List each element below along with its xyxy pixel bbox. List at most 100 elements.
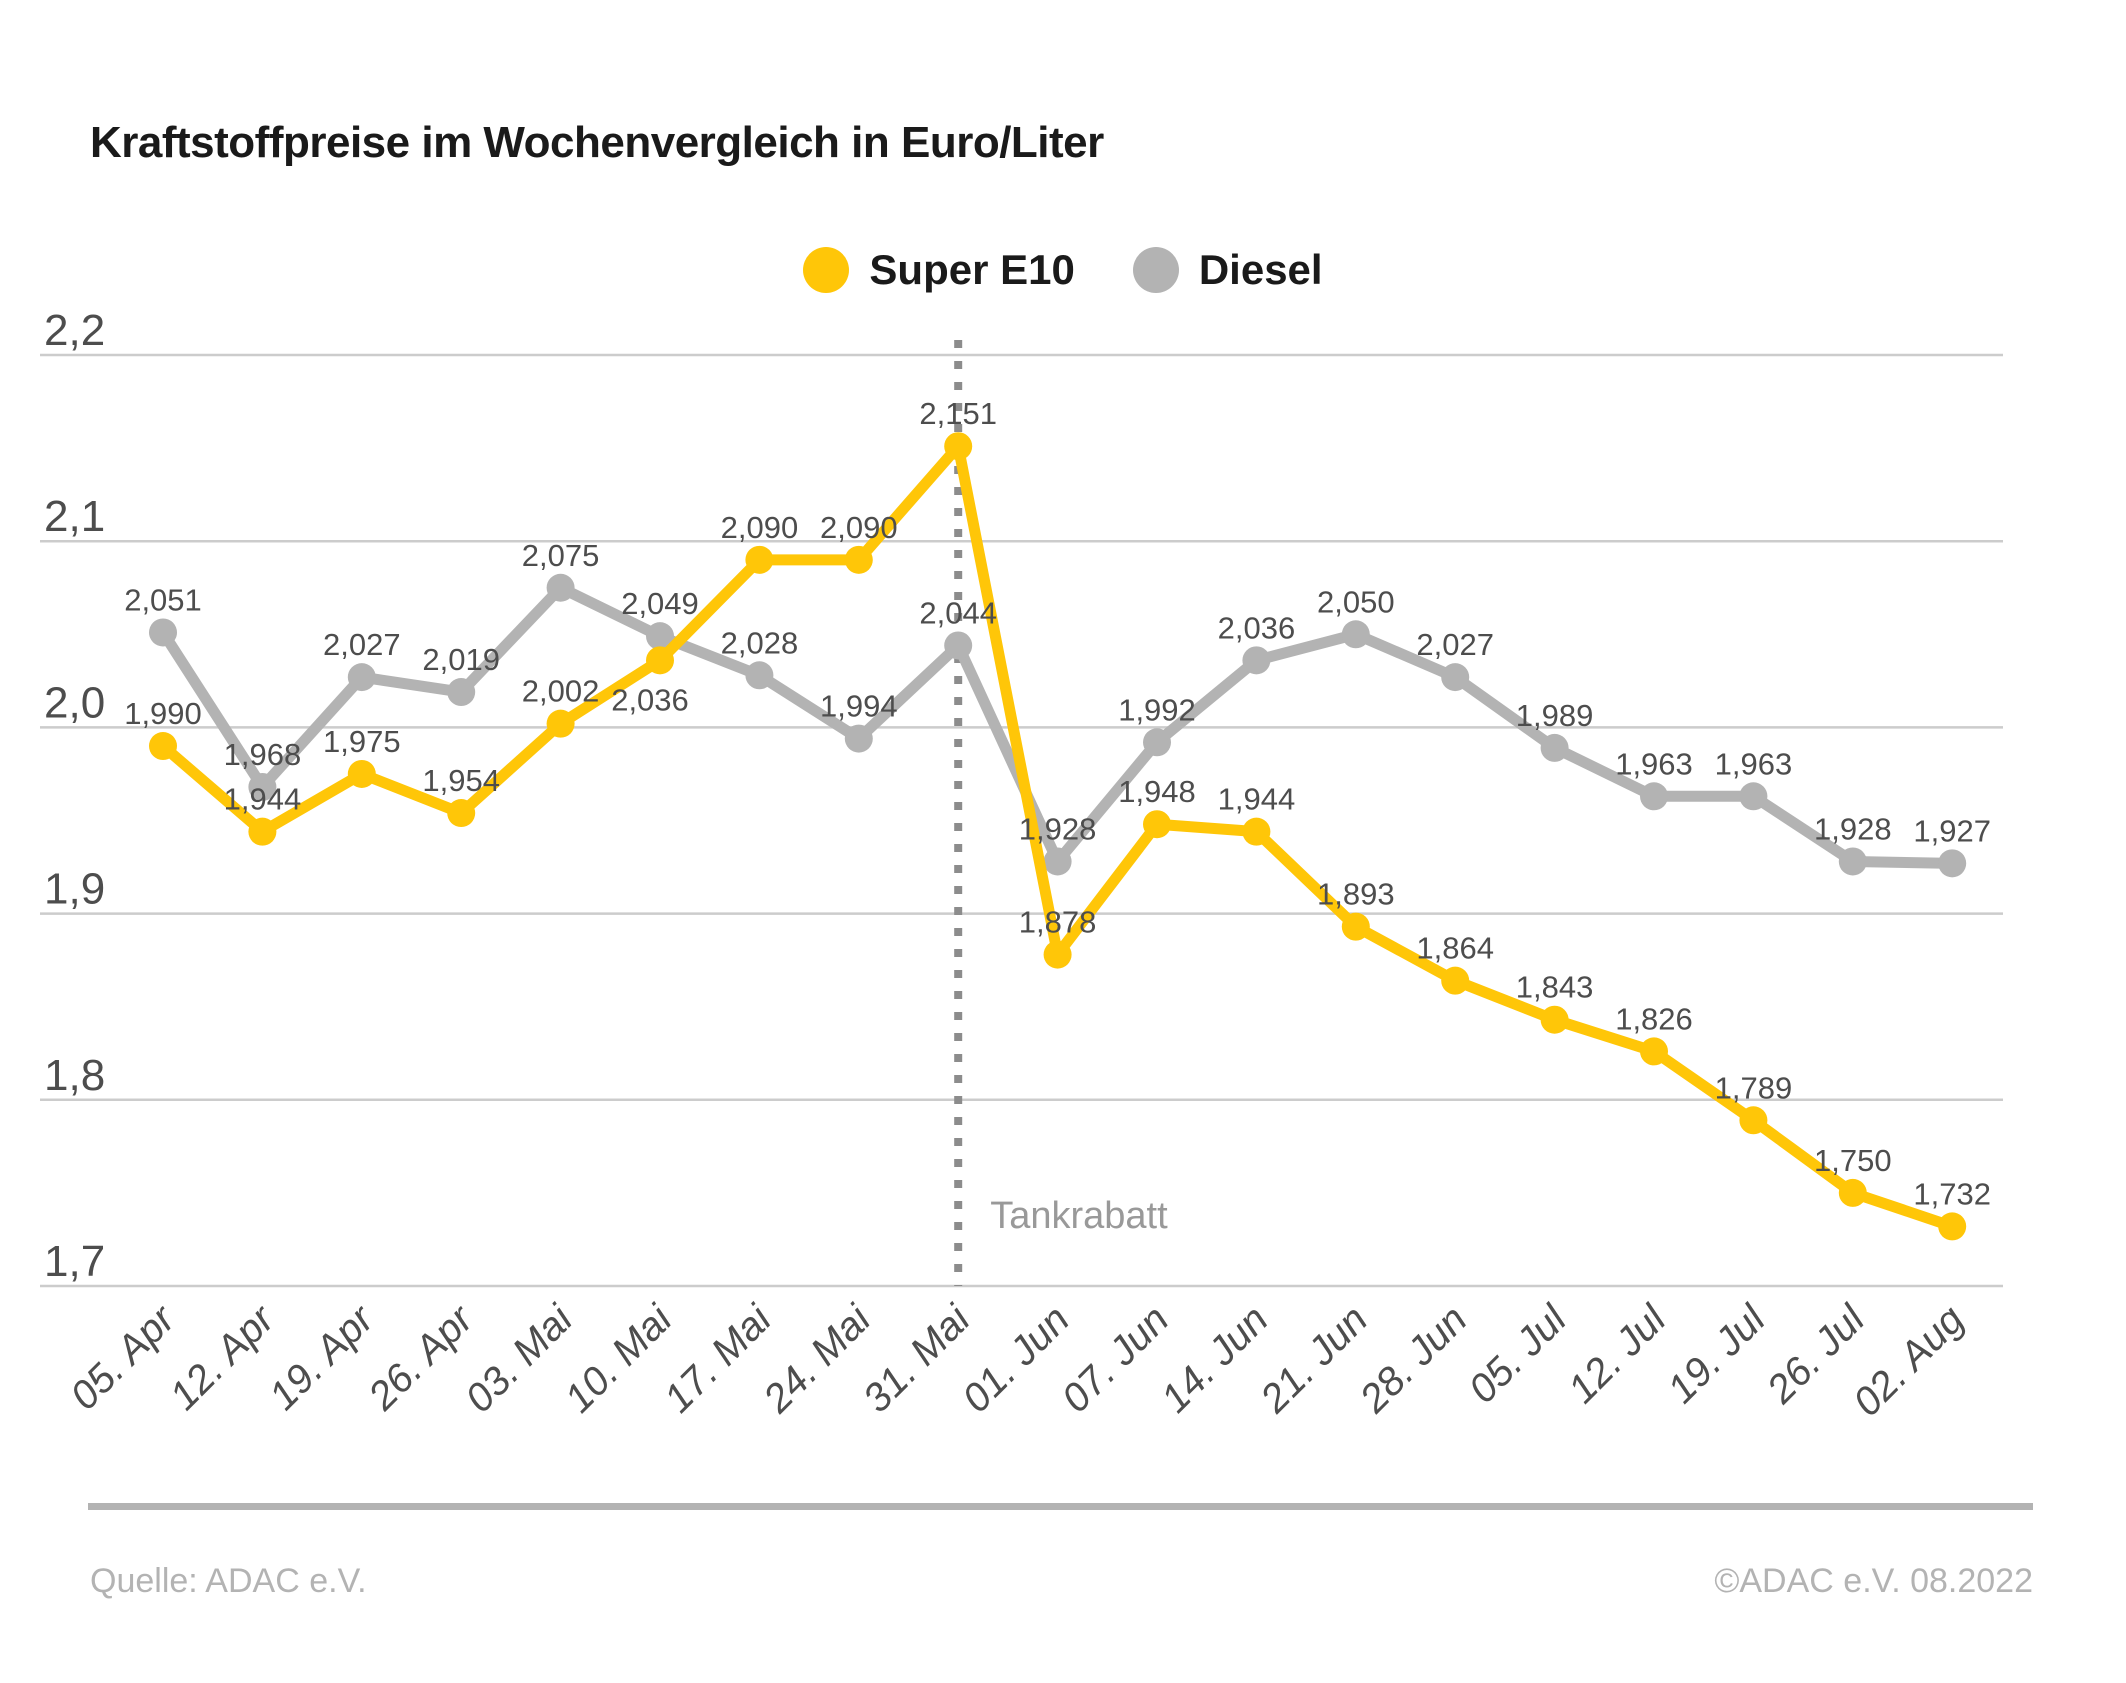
data-point-diesel <box>1739 782 1768 811</box>
footer-divider <box>88 1503 2033 1510</box>
data-point-diesel <box>248 772 277 801</box>
tankrabatt-label: Tankrabatt <box>990 1195 1168 1237</box>
value-label: 1,927 <box>1913 813 1991 848</box>
data-point-super-e10 <box>248 817 277 846</box>
value-label: 2,090 <box>820 510 898 545</box>
legend: Super E10 Diesel <box>0 246 2126 294</box>
value-label: 1,826 <box>1615 1001 1693 1036</box>
value-label: 2,049 <box>621 586 699 621</box>
data-point-diesel <box>1441 663 1470 692</box>
data-point-super-e10 <box>1540 1005 1569 1034</box>
value-label: 2,151 <box>919 396 997 431</box>
x-axis-tick: 03. Mai <box>457 1296 582 1421</box>
value-label: 2,051 <box>124 582 202 617</box>
y-axis-tick: 1,8 <box>44 1051 105 1100</box>
value-label: 1,975 <box>323 724 401 759</box>
value-label: 2,075 <box>522 538 600 573</box>
data-point-super-e10 <box>844 545 873 574</box>
value-label: 1,948 <box>1118 774 1196 809</box>
data-point-super-e10 <box>745 545 774 574</box>
data-point-super-e10 <box>944 432 973 461</box>
data-point-super-e10 <box>447 799 476 828</box>
x-axis-tick: 12. Jul <box>1560 1296 1675 1411</box>
value-label: 1,990 <box>124 696 202 731</box>
x-axis-tick: 21. Jun <box>1252 1297 1377 1422</box>
data-point-super-e10 <box>1441 966 1470 995</box>
value-label: 1,963 <box>1715 746 1793 781</box>
copyright-note: ©ADAC e.V. 08.2022 <box>1714 1562 2033 1600</box>
data-point-diesel <box>1242 646 1271 675</box>
data-point-diesel <box>745 661 774 690</box>
value-label: 2,027 <box>323 627 401 662</box>
data-point-diesel <box>1640 782 1668 811</box>
data-point-diesel <box>1540 733 1569 762</box>
data-point-diesel <box>944 631 973 660</box>
data-point-super-e10 <box>1739 1106 1768 1135</box>
data-point-super-e10 <box>1640 1037 1668 1066</box>
data-point-diesel <box>347 663 376 692</box>
data-point-diesel <box>1043 847 1072 876</box>
value-label: 1,944 <box>1218 782 1296 817</box>
data-point-super-e10 <box>149 732 177 761</box>
super-e10-legend-marker-icon <box>803 247 850 293</box>
x-axis-tick: 07. Jun <box>1053 1297 1177 1421</box>
value-label: 1,928 <box>1019 811 1097 846</box>
value-label: 2,028 <box>721 625 799 660</box>
data-point-diesel <box>546 573 575 602</box>
data-point-super-e10 <box>646 646 674 675</box>
value-label: 2,036 <box>1218 610 1296 645</box>
x-axis-tick: 28. Jun <box>1351 1297 1476 1422</box>
y-axis-tick: 2,1 <box>44 492 105 541</box>
x-axis-tick: 12. Apr <box>162 1296 284 1418</box>
data-point-diesel <box>447 678 476 707</box>
data-point-super-e10 <box>1043 940 1072 969</box>
data-point-super-e10 <box>1143 810 1171 839</box>
value-label: 1,789 <box>1715 1070 1793 1105</box>
y-axis-tick: 2,0 <box>44 678 105 727</box>
value-label: 2,002 <box>522 674 600 709</box>
value-label: 2,036 <box>611 682 689 717</box>
x-axis-tick: 10. Mai <box>556 1296 681 1421</box>
value-label: 1,944 <box>224 782 302 817</box>
value-label: 2,044 <box>919 595 997 630</box>
y-axis-tick: 2,2 <box>44 306 105 355</box>
value-label: 1,750 <box>1814 1143 1892 1178</box>
x-axis-tick: 17. Mai <box>656 1296 781 1421</box>
x-axis-tick: 01. Jun <box>954 1297 1078 1421</box>
data-point-super-e10 <box>1838 1178 1867 1207</box>
data-point-super-e10 <box>1242 817 1271 846</box>
x-axis-tick: 24. Mai <box>755 1296 880 1421</box>
value-label: 1,928 <box>1814 811 1892 846</box>
data-point-super-e10 <box>347 759 376 788</box>
legend-label-super-e10: Super E10 <box>869 246 1075 293</box>
data-point-super-e10 <box>1938 1212 1967 1241</box>
value-label: 1,878 <box>1019 905 1097 940</box>
value-label: 1,954 <box>422 763 500 798</box>
value-label: 1,963 <box>1615 746 1693 781</box>
legend-label-diesel: Diesel <box>1198 246 1323 293</box>
value-label: 2,090 <box>721 510 799 545</box>
data-point-super-e10 <box>1341 912 1370 941</box>
data-point-super-e10 <box>546 709 575 738</box>
x-axis-tick: 19. Jul <box>1659 1296 1774 1411</box>
value-label: 1,994 <box>820 689 898 724</box>
x-axis-tick: 19. Apr <box>261 1296 383 1418</box>
x-axis-tick: 26. Apr <box>360 1296 483 1419</box>
value-label: 2,027 <box>1416 627 1494 662</box>
y-axis-tick: 1,7 <box>44 1237 105 1286</box>
x-axis-tick: 31. Mai <box>855 1296 980 1421</box>
x-axis-tick: 05. Jul <box>1461 1296 1576 1411</box>
value-label: 1,732 <box>1913 1176 1991 1211</box>
data-point-diesel <box>646 622 674 651</box>
data-point-diesel <box>844 724 873 753</box>
value-label: 1,843 <box>1516 970 1594 1005</box>
diesel-legend-marker-icon <box>1132 247 1179 293</box>
data-point-diesel <box>1143 728 1171 757</box>
value-label: 1,968 <box>224 737 302 772</box>
y-axis-tick: 1,9 <box>44 865 105 914</box>
x-axis-tick: 05. Apr <box>62 1296 184 1418</box>
source-note: Quelle: ADAC e.V. <box>90 1562 367 1600</box>
data-point-diesel <box>1341 620 1370 649</box>
value-label: 1,992 <box>1118 692 1196 727</box>
